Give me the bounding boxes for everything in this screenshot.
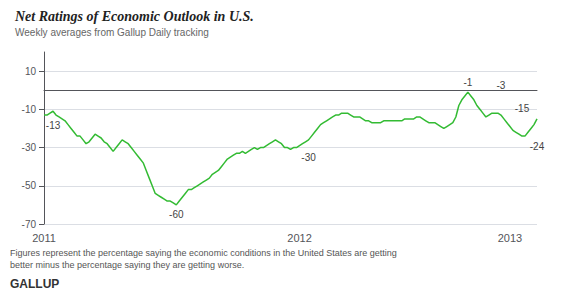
svg-text:-1: -1 bbox=[463, 77, 472, 88]
svg-text:2012: 2012 bbox=[287, 232, 311, 244]
svg-text:2013: 2013 bbox=[498, 232, 522, 244]
svg-text:-50: -50 bbox=[22, 180, 37, 191]
svg-text:-13: -13 bbox=[46, 120, 61, 131]
svg-text:GALLUP: GALLUP bbox=[10, 277, 59, 291]
svg-text:Figures represent the percenta: Figures represent the percentage saying … bbox=[10, 248, 397, 258]
svg-text:-30: -30 bbox=[22, 142, 37, 153]
svg-text:-15: -15 bbox=[515, 103, 530, 114]
svg-text:-3: -3 bbox=[496, 80, 505, 91]
svg-text:10: 10 bbox=[25, 66, 37, 77]
svg-text:Net Ratings of Economic Outloo: Net Ratings of Economic Outlook in U.S. bbox=[14, 9, 254, 24]
svg-text:-24: -24 bbox=[530, 141, 545, 152]
svg-text:Weekly averages from Gallup Da: Weekly averages from Gallup Daily tracki… bbox=[15, 27, 209, 38]
svg-text:-70: -70 bbox=[22, 219, 37, 230]
svg-text:-30: -30 bbox=[301, 152, 316, 163]
svg-text:better minus the percentage sa: better minus the percentage saying they … bbox=[10, 260, 244, 270]
svg-text:2011: 2011 bbox=[32, 232, 56, 244]
svg-text:-10: -10 bbox=[22, 104, 37, 115]
svg-text:-60: -60 bbox=[169, 209, 184, 220]
